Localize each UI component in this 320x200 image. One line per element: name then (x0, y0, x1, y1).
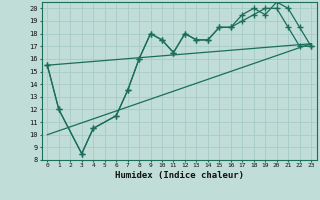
X-axis label: Humidex (Indice chaleur): Humidex (Indice chaleur) (115, 171, 244, 180)
